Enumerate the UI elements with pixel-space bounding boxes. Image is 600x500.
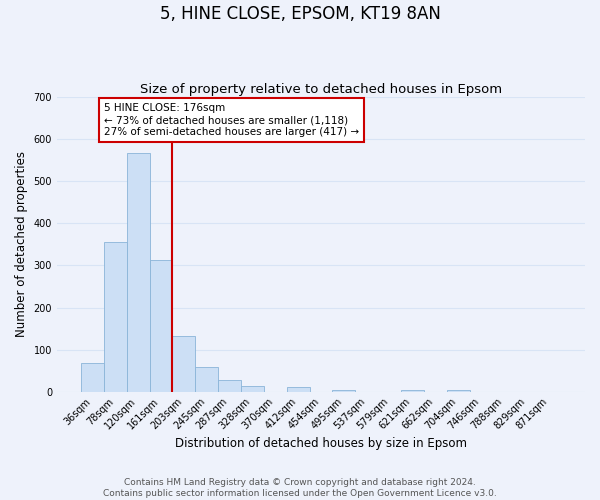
Bar [195,368,218,392]
Bar [149,260,172,392]
Title: Size of property relative to detached houses in Epsom: Size of property relative to detached ho… [140,83,502,96]
Text: 5, HINE CLOSE, EPSOM, KT19 8AN: 5, HINE CLOSE, EPSOM, KT19 8AN [160,5,440,23]
Bar [401,390,424,392]
Bar [332,390,355,392]
Bar [241,386,264,392]
Bar [446,390,470,392]
Y-axis label: Number of detached properties: Number of detached properties [15,152,28,338]
Bar [81,363,104,392]
Bar [287,388,310,392]
X-axis label: Distribution of detached houses by size in Epsom: Distribution of detached houses by size … [175,437,467,450]
Text: 5 HINE CLOSE: 176sqm
← 73% of detached houses are smaller (1,118)
27% of semi-de: 5 HINE CLOSE: 176sqm ← 73% of detached h… [104,104,359,136]
Text: Contains HM Land Registry data © Crown copyright and database right 2024.
Contai: Contains HM Land Registry data © Crown c… [103,478,497,498]
Bar [104,242,127,392]
Bar [218,380,241,392]
Bar [172,336,195,392]
Bar [127,152,149,392]
